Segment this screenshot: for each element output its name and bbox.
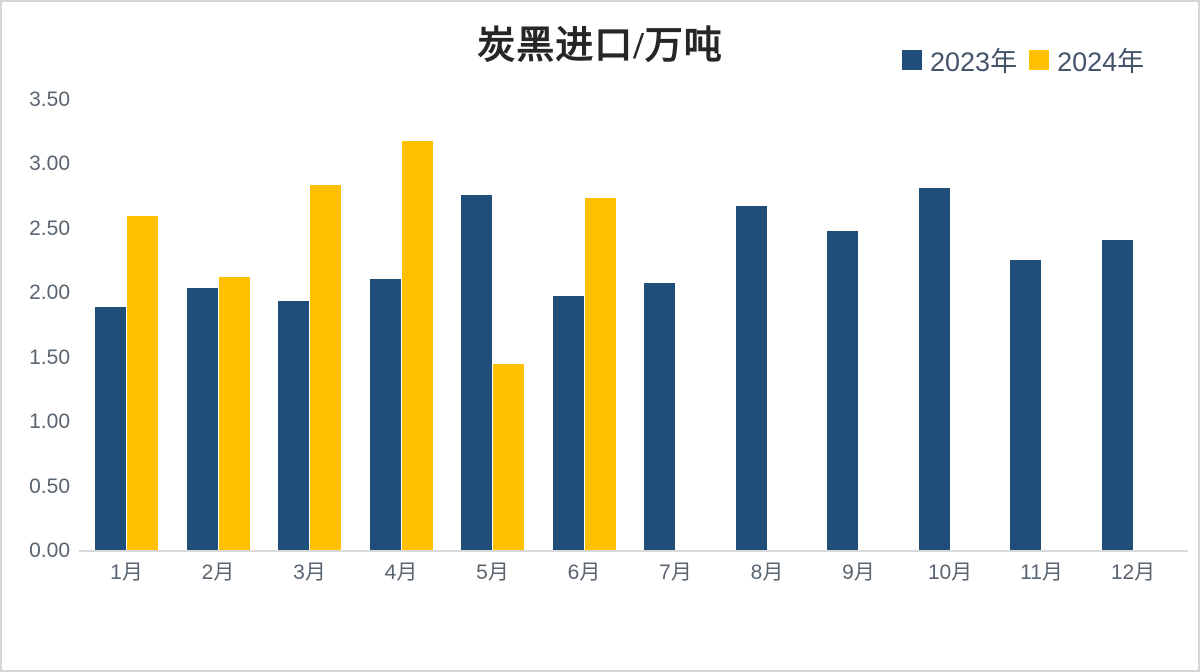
x-axis-line xyxy=(79,550,1188,552)
x-axis-tick-label: 1月 xyxy=(110,561,143,584)
legend-label-2024: 2024年 xyxy=(1057,47,1145,77)
x-axis-tick-label: 7月 xyxy=(659,561,692,584)
bar-s1-m5 xyxy=(493,364,524,551)
x-axis-tick-label: 10月 xyxy=(927,561,973,584)
y-axis-tick-label: 1.00 xyxy=(29,410,70,434)
bar-s0-m9 xyxy=(827,231,858,551)
y-axis-tick-label: 0.50 xyxy=(29,474,70,498)
bar-s0-m10 xyxy=(918,187,950,551)
y-axis-tick-label: 2.50 xyxy=(29,216,70,240)
legend-item-2024: 2024年 xyxy=(1029,40,1144,79)
y-axis-tick-label: 3.00 xyxy=(29,152,70,176)
bar-s0-m12 xyxy=(1101,240,1133,551)
legend-item-2023: 2023年 xyxy=(902,40,1017,79)
y-axis-tick-label: 3.50 xyxy=(29,88,70,111)
bar-s1-m6 xyxy=(584,197,616,551)
y-axis-tick-label: 1.50 xyxy=(29,345,70,369)
bar-s1-m3 xyxy=(310,185,341,551)
x-axis-tick-label: 11月 xyxy=(1020,561,1063,584)
y-axis-tick-label: 2.00 xyxy=(29,281,70,305)
bar-s0-m2 xyxy=(186,288,218,551)
legend-swatch-2023-icon xyxy=(902,49,922,70)
bar-s0-m8 xyxy=(735,205,767,551)
y-axis-tick-label: 0.00 xyxy=(29,539,70,562)
bar-s0-m6 xyxy=(552,295,584,551)
legend: 2023年 2024年 xyxy=(902,40,1144,79)
x-axis-tick-label: 8月 xyxy=(750,561,784,584)
bar-s0-m3 xyxy=(278,301,309,551)
bar-s1-m4 xyxy=(401,141,433,551)
bar-s0-m1 xyxy=(95,307,126,551)
legend-label-2023: 2023年 xyxy=(930,47,1018,77)
x-axis-tick-label: 9月 xyxy=(842,561,875,584)
x-axis-tick-label: 5月 xyxy=(476,561,509,584)
x-axis-tick-label: 3月 xyxy=(293,561,326,584)
x-axis-tick-label: 6月 xyxy=(567,561,601,584)
x-axis-tick-label: 4月 xyxy=(384,561,418,584)
bar-s0-m7 xyxy=(644,282,675,551)
x-axis-tick-label: 12月 xyxy=(1110,561,1156,584)
bar-s0-m11 xyxy=(1010,259,1041,551)
x-axis-tick-label: 2月 xyxy=(201,561,235,584)
bar-s1-m2 xyxy=(218,276,250,551)
bar-s0-m4 xyxy=(369,279,401,551)
bar-s1-m1 xyxy=(127,215,158,551)
legend-swatch-2024-icon xyxy=(1029,49,1050,70)
chart-title: 炭黑进口/万吨 xyxy=(477,25,723,67)
bar-s0-m5 xyxy=(461,195,492,551)
